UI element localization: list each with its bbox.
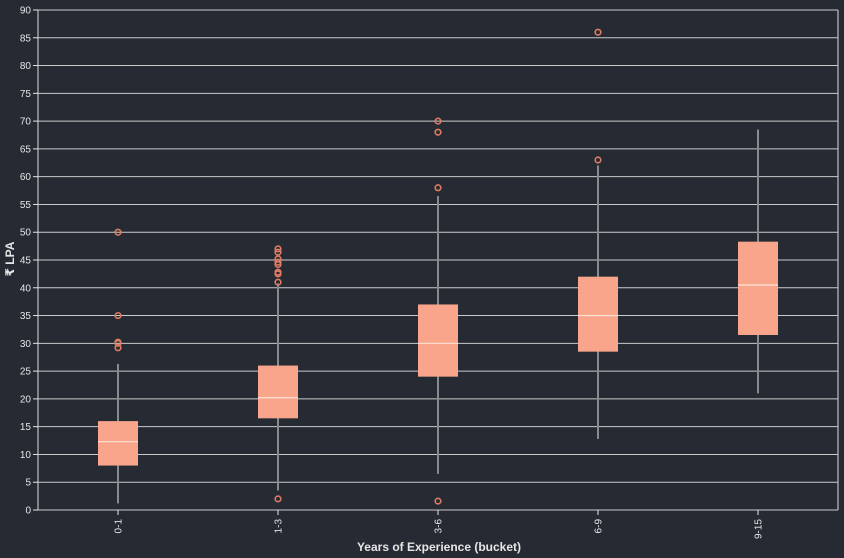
outlier-point xyxy=(274,495,282,503)
box xyxy=(578,276,618,352)
y-tick-label: 85 xyxy=(20,33,32,44)
outlier-point xyxy=(434,117,442,125)
box xyxy=(738,241,778,335)
x-axis-title: Years of Experience (bucket) xyxy=(357,540,521,554)
y-tick-label: 70 xyxy=(20,117,32,128)
outlier-point xyxy=(114,228,122,236)
y-axis-title: ₹ LPA xyxy=(3,241,17,276)
y-tick-label: 0 xyxy=(25,506,31,517)
outlier-point xyxy=(114,338,122,346)
outlier-point xyxy=(594,28,602,36)
y-tick-label: 40 xyxy=(20,283,32,294)
box-group-9-15 xyxy=(738,129,778,394)
outlier-point xyxy=(434,128,442,136)
y-tick-label: 75 xyxy=(20,89,32,100)
y-tick-label: 45 xyxy=(20,256,32,267)
x-tick-label: 3-6 xyxy=(434,519,445,534)
outlier-point xyxy=(274,255,282,263)
outlier-point xyxy=(274,258,282,266)
box-group-1-3 xyxy=(258,245,298,503)
box-group-0-1 xyxy=(98,228,138,504)
box xyxy=(258,365,298,419)
y-tick-label: 35 xyxy=(20,311,32,322)
y-tick-label: 50 xyxy=(20,228,32,239)
outlier-point xyxy=(274,278,282,286)
x-tick-label: 0-1 xyxy=(114,519,125,534)
y-tick-label: 90 xyxy=(20,6,32,17)
box-group-6-9 xyxy=(578,28,618,439)
outlier-point xyxy=(274,245,282,253)
outlier-point xyxy=(274,268,282,276)
x-tick-label: 6-9 xyxy=(594,519,605,534)
box xyxy=(418,304,458,377)
y-tick-label: 80 xyxy=(20,61,32,72)
box xyxy=(98,421,138,466)
boxes xyxy=(98,28,778,505)
outlier-point xyxy=(434,497,442,505)
outlier-point xyxy=(274,248,282,256)
x-tick-label: 9-15 xyxy=(754,519,765,539)
x-axis: 0-1 1-3 3-6 6-9 9-15 xyxy=(114,510,765,539)
y-tick-label: 65 xyxy=(20,144,32,155)
box-group-3-6 xyxy=(418,117,458,505)
outlier-point xyxy=(114,311,122,320)
y-tick-label: 5 xyxy=(25,478,31,489)
y-tick-label: 60 xyxy=(20,172,32,183)
y-tick-label: 30 xyxy=(20,339,32,350)
outlier-point xyxy=(594,156,602,164)
y-tick-label: 20 xyxy=(20,394,32,405)
y-axis: 0 5 10 15 20 25 30 35 40 45 50 55 60 65 70 75 80 85 90 xyxy=(20,6,38,517)
outlier-point xyxy=(434,184,442,192)
y-tick-label: 25 xyxy=(20,367,32,378)
y-tick-label: 55 xyxy=(20,200,32,211)
y-tick-label: 10 xyxy=(20,450,32,461)
y-tick-label: 15 xyxy=(20,422,32,433)
gridlines xyxy=(37,9,839,511)
x-tick-label: 1-3 xyxy=(274,519,285,534)
